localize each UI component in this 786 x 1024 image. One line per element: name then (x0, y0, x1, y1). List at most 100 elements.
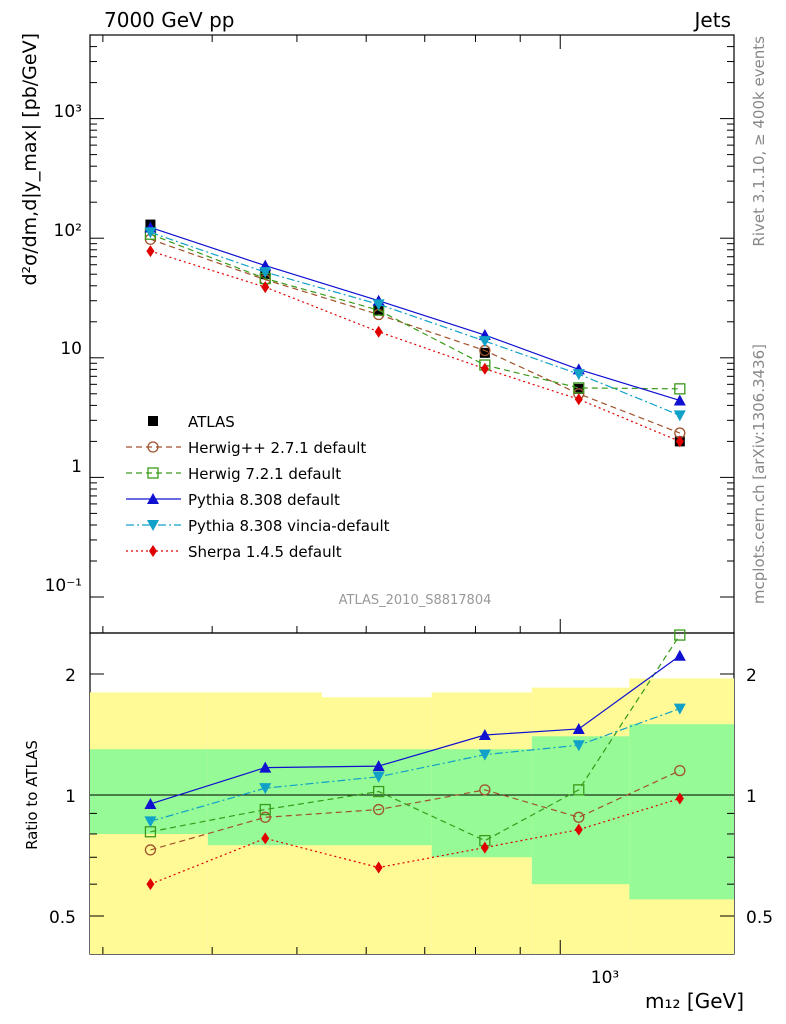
series-3 (144, 221, 686, 406)
ratio-band-green (629, 724, 734, 900)
y-tick-label-10: 10 (60, 339, 82, 359)
ratio-point (675, 792, 684, 805)
series-1 (144, 233, 686, 439)
title-right: Jets (693, 8, 731, 32)
title-left: 7000 GeV pp (104, 8, 235, 32)
legend-item: Sherpa 1.4.5 default (126, 543, 342, 561)
ratio-ylabel: Ratio to ATLAS (23, 740, 41, 850)
ratio-series-2 (144, 649, 686, 809)
ratio-point (146, 878, 155, 891)
ratio-point (144, 844, 157, 856)
legend-label: Sherpa 1.4.5 default (188, 543, 342, 561)
rivet-label: Rivet 3.1.10, ≥ 400k events (750, 36, 768, 247)
ratio-band-green (531, 736, 630, 885)
ratio-ticks (90, 673, 734, 917)
ratio-point (673, 649, 686, 661)
series-5 (146, 245, 684, 448)
ratio-series (144, 629, 686, 891)
ratio-point (674, 764, 686, 777)
legend-marker (147, 520, 159, 531)
ratio-point (478, 729, 491, 741)
ratio-point (372, 785, 385, 798)
legend: ATLAS Herwig++ 2.7.1 default Herwig 7.2.1 … (126, 413, 390, 561)
legend-label: ATLAS (188, 413, 235, 431)
main-panel-frame (89, 34, 735, 634)
ratio-point (372, 803, 385, 816)
data-point (144, 227, 157, 239)
ratio-tick-label-0.5: 0.5 (49, 908, 76, 928)
x-tick-label: 10³ (591, 968, 619, 988)
y-tick-label-1: 1 (71, 457, 82, 477)
series-line (150, 231, 681, 416)
legend-label: Pythia 8.308 default (188, 491, 340, 509)
legend-item: Herwig 7.2.1 default (126, 465, 341, 483)
legend-label: Herwig++ 2.7.1 default (188, 439, 366, 457)
ratio-point (374, 861, 383, 874)
main-series (144, 219, 686, 448)
mcplots-label: mcplots.cern.ch [arXiv:1306.3436] (750, 344, 768, 604)
legend-marker (148, 416, 158, 426)
ratio-series-4 (146, 792, 684, 891)
legend-marker (147, 467, 159, 479)
data-point (478, 336, 491, 348)
data-point (374, 325, 383, 338)
y-tick-label-0.1: 10⁻¹ (45, 576, 82, 596)
ratio-tick-label-0.5-right: 0.5 (746, 908, 773, 928)
ratio-tick-label-2-right: 2 (746, 666, 757, 686)
data-point (372, 299, 385, 311)
legend-item: Pythia 8.308 default (126, 491, 340, 509)
data-point (674, 383, 686, 395)
ratio-series-3 (144, 703, 686, 828)
series-line (150, 250, 681, 442)
ratio-point (479, 784, 491, 796)
ratio-point (572, 740, 585, 752)
data-point (259, 267, 272, 279)
ratio-bands (90, 678, 734, 954)
ratio-line (150, 634, 681, 842)
ratio-point (573, 784, 585, 796)
ratio-line (150, 708, 681, 822)
legend-item: Pythia 8.308 vincia-default (126, 517, 390, 535)
ratio-point (259, 761, 272, 773)
ratio-point (478, 749, 491, 761)
legend-marker (147, 493, 159, 504)
series-2 (144, 228, 686, 395)
ratio-line (150, 655, 681, 805)
data-point (574, 393, 583, 406)
ratio-point (259, 803, 271, 816)
ratio-point (480, 841, 489, 854)
data-point (573, 382, 585, 394)
legend-marker (149, 545, 157, 557)
analysis-id: ATLAS_2010_S8817804 (339, 593, 492, 608)
y-tick-label-1000: 10³ (54, 102, 82, 122)
series-line (150, 238, 681, 434)
data-point (480, 362, 489, 375)
ratio-tick-label-1-right: 1 (746, 787, 757, 807)
ratio-point (259, 811, 271, 823)
data-point (673, 394, 686, 406)
data-point (572, 369, 585, 381)
ratio-point (372, 771, 385, 783)
ratio-tick-label-1: 1 (65, 787, 76, 807)
legend-item: Herwig++ 2.7.1 default (126, 439, 366, 457)
legend-marker (147, 441, 159, 453)
series-line (150, 233, 680, 390)
data-point (675, 435, 684, 448)
legend-label: Herwig 7.2.1 default (188, 465, 341, 483)
ratio-point (261, 832, 270, 845)
ratio-point (259, 783, 272, 795)
legend-label: Pythia 8.308 vincia-default (188, 517, 390, 535)
ratio-point (144, 816, 157, 828)
ratio-tick-label-2: 2 (65, 666, 76, 686)
ratio-series-0 (144, 764, 686, 856)
ratio-point (673, 703, 686, 715)
ratio-point (144, 797, 157, 809)
series-line (150, 226, 681, 402)
y-tick-label-100: 10² (54, 221, 82, 241)
data-point (146, 245, 155, 258)
ratio-point (572, 722, 585, 734)
main-ticks (90, 34, 734, 954)
legend-item: ATLAS (148, 413, 235, 431)
data-point (479, 347, 490, 358)
